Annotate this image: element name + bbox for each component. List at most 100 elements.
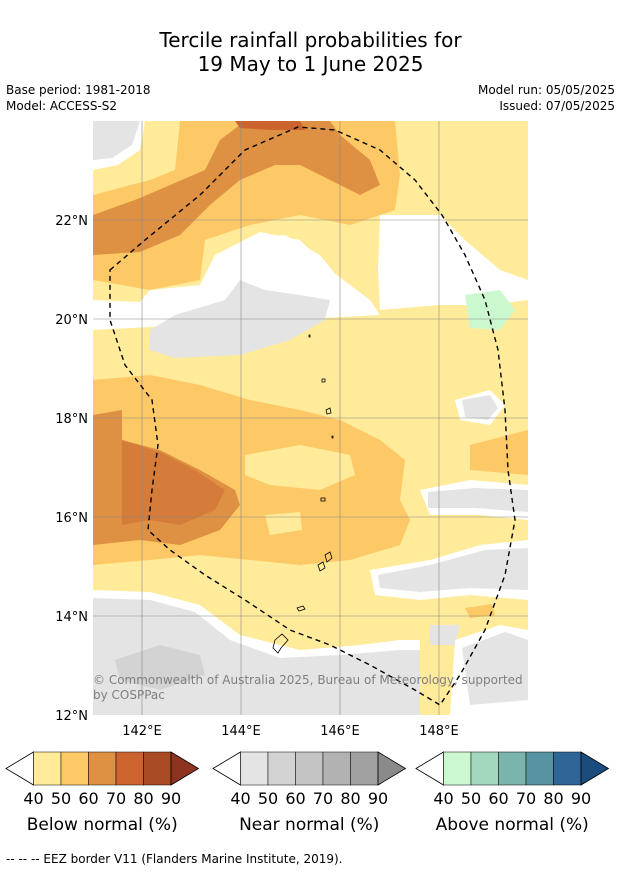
colorbar-tick-label: 80 [340, 789, 360, 808]
colorbar-tick-label: 50 [51, 789, 71, 808]
base-period: Base period: 1981-2018 [6, 83, 151, 97]
below-50-60-small [465, 604, 495, 618]
colorbar-tick-label: 90 [368, 789, 388, 808]
below-40-50-patch [265, 512, 302, 535]
lat-tick-14: 14°N [55, 610, 88, 625]
colorbar-max-arrow [580, 751, 610, 786]
near-normal-50-60 [115, 645, 205, 690]
colorbar-cell [322, 751, 351, 786]
map-title: Tercile rainfall probabilities for 19 Ma… [0, 28, 621, 76]
lon-tick-146: 146°E [320, 724, 360, 739]
near-normal-lowright [428, 488, 528, 512]
title-line-1: Tercile rainfall probabilities for [159, 28, 462, 52]
below-60-70-lower [93, 410, 240, 545]
model-run: Model run: 05/05/2025 [477, 83, 615, 97]
colorbar-cell [240, 751, 269, 786]
island-small-2 [325, 407, 332, 415]
no-signal-right [378, 215, 528, 310]
model-name: Model: ACCESS-S2 [6, 99, 118, 113]
lon-tick-148: 148°E [419, 724, 459, 739]
colorbar-title: Above normal (%) [436, 815, 589, 835]
near-normal-band [378, 548, 528, 592]
near-normal-tiny [430, 625, 460, 645]
footer-note: -- -- -- EEZ border V11 (Flanders Marine… [6, 852, 343, 866]
colorbar-cell [470, 751, 499, 786]
island-small-1 [320, 497, 326, 502]
colorbar-tick-label: 40 [23, 789, 43, 808]
near-normal-br [462, 632, 528, 705]
lat-tick-20: 20°N [55, 313, 88, 328]
islands [272, 334, 334, 654]
island-small-5 [308, 334, 311, 338]
near-normal-bottom [93, 598, 420, 715]
title-line-2: 19 May to 1 June 2025 [197, 52, 424, 76]
copyright-line-1: © Commonwealth of Australia 2025, Bureau… [93, 673, 523, 687]
colorbar-cell [525, 751, 554, 786]
island-guam [272, 633, 289, 654]
meta-right: Model run: 05/05/2025 Issued: 07/05/2025 [478, 82, 615, 114]
above-40-50-patch [465, 290, 515, 330]
colorbar-tick-label: 70 [106, 789, 126, 808]
colorbar-3: 40 50 60 70 80 90 Above normal (%) [415, 751, 610, 835]
colorbar-cell [295, 751, 324, 786]
colorbar-tick-label: 40 [230, 789, 250, 808]
lon-tick-142: 142°E [122, 724, 162, 739]
lon-axis: 142°E 144°E 146°E 148°E [122, 724, 459, 739]
island-small-3 [321, 378, 326, 383]
issued-date: Issued: 07/05/2025 [499, 99, 615, 113]
colorbar-cell [143, 751, 172, 786]
island-tinian [317, 561, 326, 572]
colorbar-tick-label: 90 [161, 789, 181, 808]
colorbar-tick-label: 70 [313, 789, 333, 808]
colorbar-tick-label: 90 [571, 789, 591, 808]
colorbar-1: 40 50 60 70 80 90 Below normal (%) [5, 751, 200, 835]
lat-tick-18: 18°N [55, 412, 88, 427]
colorbar-tick-label: 80 [543, 789, 563, 808]
colorbars: 40 50 60 70 80 90 Below normal (%) 40 50 60 70 80 90… [5, 751, 610, 835]
colorbar-cell [267, 751, 296, 786]
colorbar-tick-label: 70 [516, 789, 536, 808]
colorbar-min-arrow [212, 751, 241, 786]
copyright-line-2: by COSPPac [93, 688, 165, 702]
near-normal-small [462, 395, 498, 420]
colorbar-cell [88, 751, 117, 786]
below-40-50-lower [245, 445, 355, 490]
colorbar-title: Near normal (%) [239, 815, 379, 835]
island-small-4 [331, 435, 334, 439]
colorbar-min-arrow [415, 751, 444, 786]
colorbar-tick-label: 60 [78, 789, 98, 808]
colorbar-2: 40 50 60 70 80 90 Near normal (%) [212, 751, 407, 835]
colorbar-tick-label: 60 [285, 789, 305, 808]
colorbar-cell [115, 751, 144, 786]
below-60-70-region [93, 121, 380, 255]
colorbar-cell [33, 751, 62, 786]
near-normal-region [93, 121, 140, 160]
lat-tick-12: 12°N [55, 709, 88, 724]
colorbar-cell [553, 751, 582, 786]
island-rota [296, 605, 306, 612]
colorbar-max-arrow [170, 751, 200, 786]
no-signal-patch [245, 235, 340, 290]
lat-axis: 22°N 20°N 18°N 16°N 14°N 12°N [55, 214, 88, 724]
eez-border [109, 126, 516, 706]
below-70-80-lower [122, 440, 225, 525]
colorbar-cell [60, 751, 89, 786]
colorbar-max-arrow [377, 751, 407, 786]
colorbar-tick-label: 50 [258, 789, 278, 808]
colorbar-tick-label: 60 [488, 789, 508, 808]
colorbar-tick-label: 50 [461, 789, 481, 808]
colorbar-cell [443, 751, 472, 786]
meta-left: Base period: 1981-2018 Model: ACCESS-S2 [6, 82, 151, 114]
lon-tick-144: 144°E [221, 724, 261, 739]
lat-tick-22: 22°N [55, 214, 88, 229]
colorbar-tick-label: 40 [433, 789, 453, 808]
colorbar-cell [350, 751, 379, 786]
graticule [93, 121, 528, 715]
colorbar-tick-label: 80 [133, 789, 153, 808]
below-70-80-region [235, 121, 305, 130]
below-50-60-right [470, 430, 528, 475]
colorbar-title: Below normal (%) [27, 815, 178, 835]
island-saipan [324, 551, 333, 563]
colorbar-cell [498, 751, 527, 786]
